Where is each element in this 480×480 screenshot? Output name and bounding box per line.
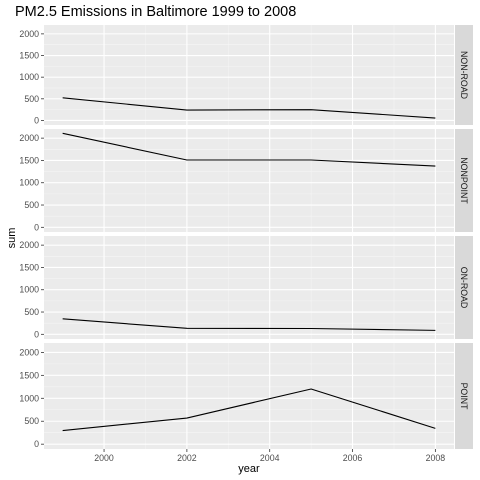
panel-background (44, 236, 454, 339)
x-tick-label: 2008 (426, 453, 446, 463)
y-tick-label: 0 (34, 329, 39, 339)
y-tick-label: 500 (24, 200, 39, 210)
y-tick-label: 2000 (19, 29, 39, 39)
y-tick-label: 1500 (19, 262, 39, 272)
panel-background (44, 343, 454, 449)
y-tick-label: 0 (34, 222, 39, 232)
x-tick-label: 2004 (260, 453, 280, 463)
series-line (62, 388, 436, 432)
x-axis: 2000 2002 2004 2006 2008 (94, 449, 445, 463)
y-tick-label: 500 (24, 416, 39, 426)
facet-strip-label: NONPOINT (459, 157, 469, 204)
y-tick-label: 500 (24, 94, 39, 104)
facet-strip-label: POINT (459, 383, 469, 411)
facet-strip (455, 129, 473, 232)
y-tick-label: 0 (34, 115, 39, 125)
y-tick-label: 1000 (19, 72, 39, 82)
facet-strip (455, 25, 473, 125)
chart-title: PM2.5 Emissions in Baltimore 1999 to 200… (15, 4, 296, 20)
panel-background (44, 129, 454, 232)
y-tick-label: 2000 (19, 347, 39, 357)
y-tick-label: 2000 (19, 240, 39, 250)
y-tick-label: 1000 (19, 178, 39, 188)
facet-strip (455, 343, 473, 449)
facet-strip-label: NON-ROAD (459, 51, 469, 99)
y-axis-title: sum (6, 228, 18, 249)
x-tick-label: 2000 (94, 453, 114, 463)
y-tick-label: 1500 (19, 51, 39, 61)
facet-strip-label: ON-ROAD (459, 267, 469, 309)
series-line (62, 318, 436, 331)
y-tick-label: 1500 (19, 370, 39, 380)
facet-panel: 0 500 1000 1500 2000 NON-ROAD (19, 25, 473, 125)
facet-panel: 0 500 1000 1500 2000 ON-ROAD (19, 236, 473, 339)
y-tick-label: 1000 (19, 393, 39, 403)
facet-strip (455, 236, 473, 339)
y-tick-label: 500 (24, 307, 39, 317)
y-tick-label: 0 (34, 439, 39, 449)
panel-background (44, 25, 454, 125)
y-tick-label: 1500 (19, 155, 39, 165)
series-line (62, 97, 436, 119)
x-tick-label: 2002 (177, 453, 197, 463)
facet-panel: 0 500 1000 1500 2000 POINT (19, 343, 473, 449)
y-tick-label: 2000 (19, 133, 39, 143)
facet-panels: 0 500 1000 1500 2000 NON-ROAD 0 500 1000 1500 2000… (19, 25, 473, 449)
y-tick-label: 1000 (19, 285, 39, 295)
x-tick-label: 2006 (343, 453, 363, 463)
series-line (62, 132, 436, 167)
facet-panel: 0 500 1000 1500 2000 NONPOINT (19, 129, 473, 232)
x-axis-title: year (238, 463, 260, 475)
